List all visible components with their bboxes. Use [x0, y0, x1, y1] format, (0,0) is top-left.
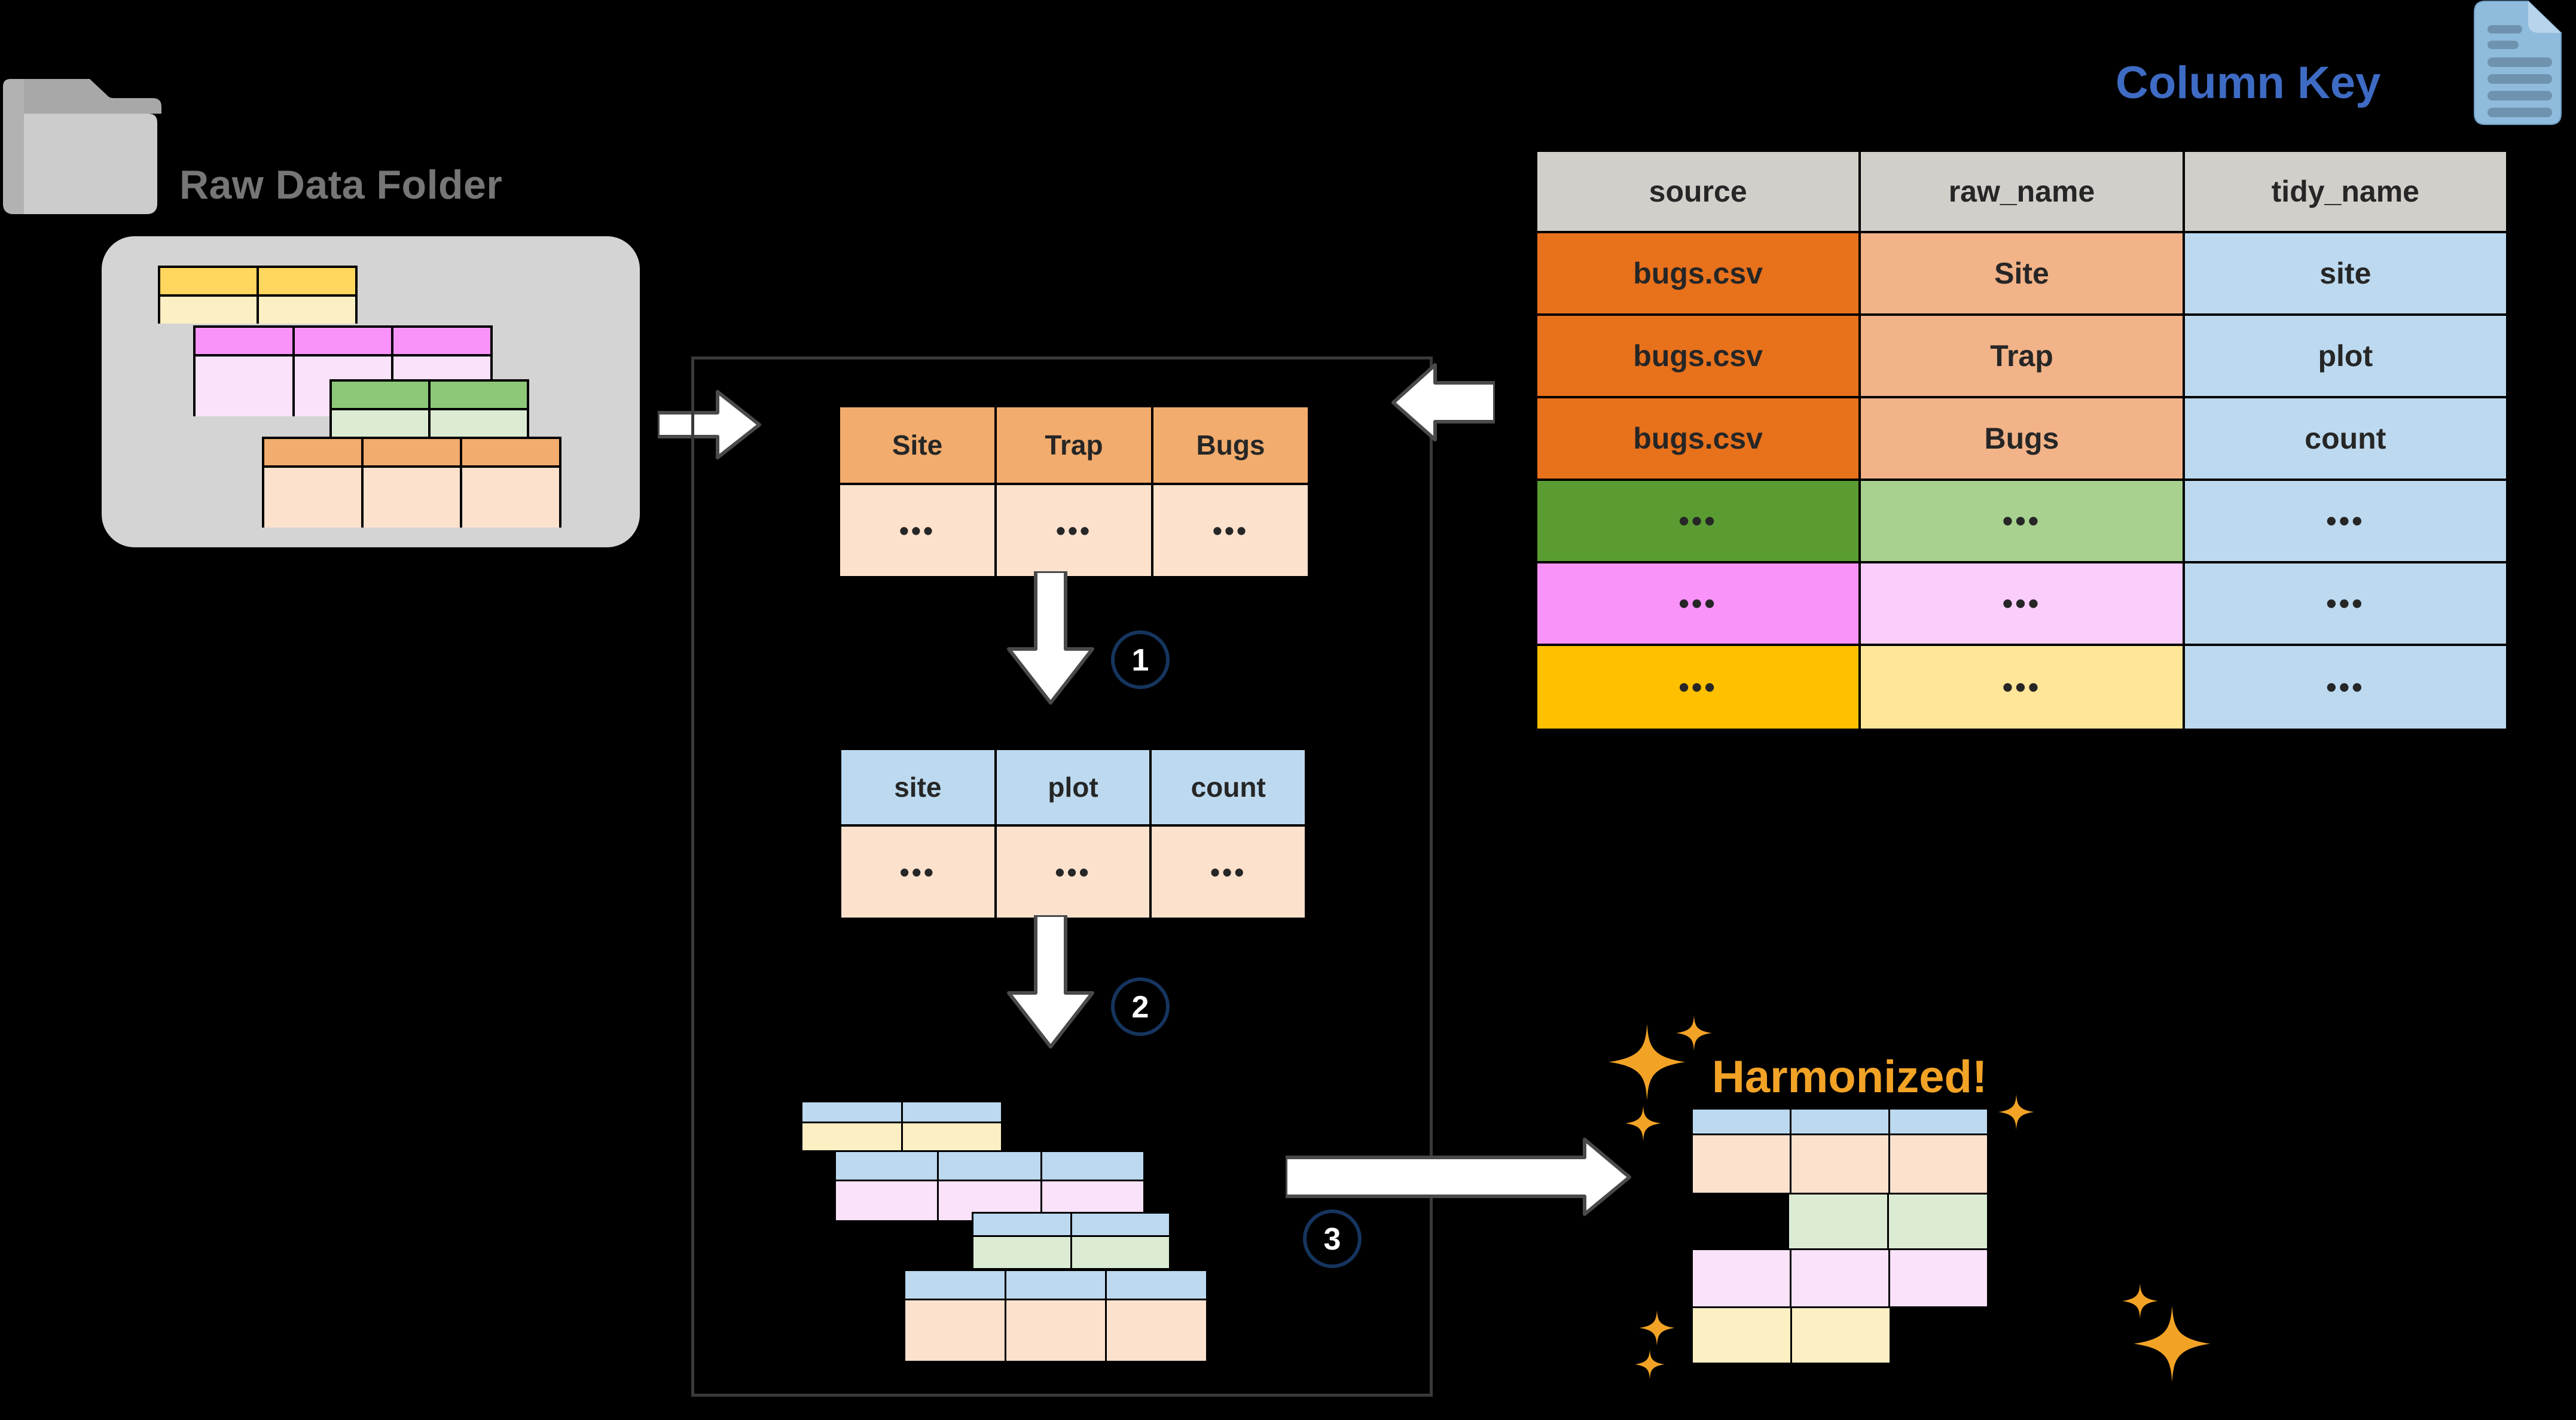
svg-text:1: 1: [1132, 643, 1149, 678]
svg-text:2: 2: [1132, 990, 1149, 1025]
svg-text:3: 3: [1324, 1222, 1341, 1257]
